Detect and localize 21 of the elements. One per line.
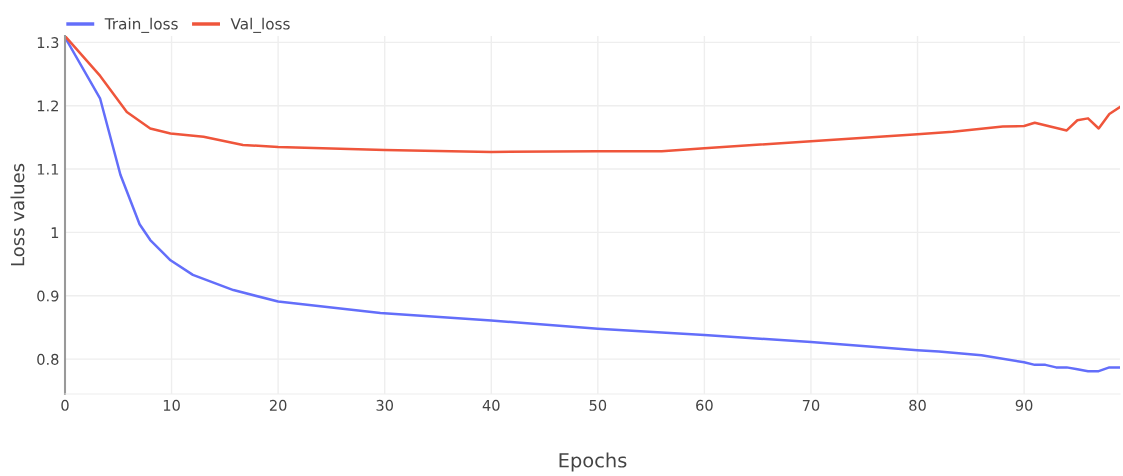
x-tick-label: 10 [163, 399, 180, 411]
y-tick-label: 0.8 [37, 353, 59, 365]
y-tick-label: 1 [51, 227, 59, 238]
x-tick-label: 30 [376, 399, 394, 411]
x-tick-label: 50 [589, 399, 607, 411]
x-tick-label: 70 [802, 399, 820, 411]
y-tick-label: 1.3 [37, 37, 59, 49]
x-tick-label: 0 [61, 399, 69, 411]
x-axis-title: Epochs [559, 452, 627, 472]
y-tick-label: 1.2 [37, 100, 58, 112]
y-tick-label: 1.1 [37, 163, 59, 175]
y-axis-title: Loss values [10, 163, 25, 266]
legend-label: Train_loss [104, 17, 178, 33]
x-tick-label: 80 [909, 399, 926, 411]
x-tick-label: 20 [269, 399, 287, 411]
x-tick-label: 40 [482, 399, 500, 411]
line-series [65, 36, 1120, 154]
x-tick-label: 90 [1015, 399, 1033, 411]
y-tick-label: 0.9 [37, 290, 59, 302]
x-tick-label: 60 [696, 399, 713, 411]
legend-label: Val_loss [230, 17, 290, 33]
